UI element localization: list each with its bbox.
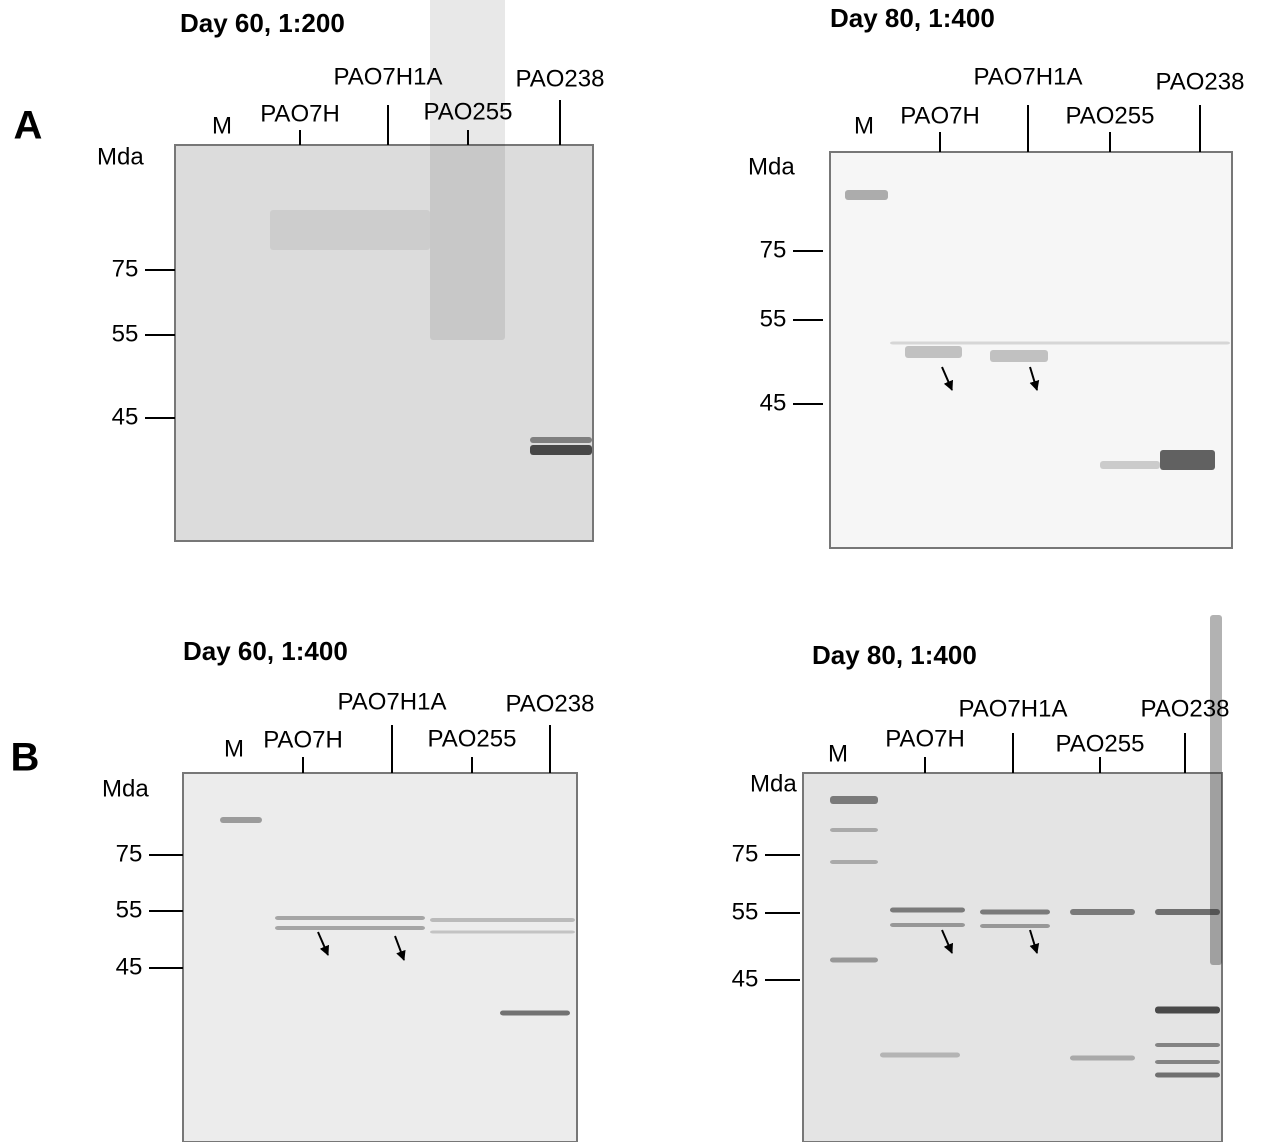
blot-title: Day 60, 1:400 <box>183 636 348 666</box>
marker-label: 45 <box>732 965 759 992</box>
lane-label: M <box>854 112 874 139</box>
band <box>1155 909 1220 915</box>
arrow <box>941 929 953 954</box>
band <box>845 190 888 200</box>
band <box>990 350 1048 362</box>
band <box>830 828 878 832</box>
gel-image <box>182 772 578 1142</box>
gel-image <box>802 772 1223 1142</box>
band <box>530 445 592 455</box>
marker-label: 45 <box>760 389 787 416</box>
band <box>1100 461 1160 469</box>
lane-label: M <box>212 112 232 139</box>
marker-label: 75 <box>112 255 139 282</box>
band <box>1155 1072 1220 1078</box>
band <box>1160 450 1215 470</box>
lane-label: PAO7H <box>263 726 343 753</box>
lane-label: PAO7H1A <box>959 695 1068 722</box>
marker-label: 75 <box>760 236 787 263</box>
blot-title: Day 80, 1:400 <box>830 3 995 33</box>
marker-label: 75 <box>116 840 143 867</box>
band <box>275 926 425 930</box>
arrow <box>394 935 406 961</box>
band <box>430 930 575 934</box>
unit-label: Mda <box>102 775 149 802</box>
marker-label: 45 <box>116 953 143 980</box>
lane-label: PAO255 <box>1066 102 1155 129</box>
arrow <box>317 931 329 956</box>
panel-label: B <box>11 736 40 780</box>
band <box>1155 1060 1220 1064</box>
unit-label: Mda <box>97 143 144 170</box>
marker-label: 55 <box>112 320 139 347</box>
lane-label: PAO255 <box>424 98 513 125</box>
band <box>890 923 965 927</box>
lane-label: PAO7H1A <box>974 63 1083 90</box>
band <box>1155 1043 1220 1047</box>
blot-title: Day 60, 1:200 <box>180 8 345 38</box>
lane-label: PAO238 <box>1156 68 1245 95</box>
band <box>1070 909 1135 915</box>
band <box>830 957 878 963</box>
lane-label: PAO238 <box>506 690 595 717</box>
lane-label: PAO7H1A <box>338 688 447 715</box>
gel-image <box>174 144 594 542</box>
band <box>980 924 1050 928</box>
marker-label: 55 <box>116 896 143 923</box>
lane-label: PAO7H <box>260 100 340 127</box>
band <box>530 437 592 443</box>
band <box>430 918 575 922</box>
lane-label: PAO7H1A <box>334 63 443 90</box>
band <box>270 210 430 250</box>
band <box>275 916 425 920</box>
marker-label: 45 <box>112 403 139 430</box>
band <box>830 796 878 804</box>
panel-label: A <box>14 104 43 148</box>
lane-label: PAO255 <box>1056 730 1145 757</box>
band <box>890 907 965 913</box>
band <box>430 0 505 340</box>
band <box>980 909 1050 915</box>
unit-label: Mda <box>748 153 795 180</box>
lane-label: PAO255 <box>428 725 517 752</box>
lane-label: PAO238 <box>516 65 605 92</box>
unit-label: Mda <box>750 770 797 797</box>
lane-label: PAO238 <box>1141 695 1230 722</box>
marker-label: 75 <box>732 840 759 867</box>
band <box>220 817 262 823</box>
lane-label: PAO7H <box>885 725 965 752</box>
band <box>905 346 962 358</box>
arrow <box>1029 366 1040 391</box>
marker-label: 55 <box>732 898 759 925</box>
arrow <box>1029 929 1040 954</box>
band <box>880 1052 960 1058</box>
blot: Day 80, 1:400 M PAO7H PAO7H1A PAO255 PAO238 Md… <box>732 615 1230 1142</box>
arrow <box>941 366 953 391</box>
band <box>890 341 1230 345</box>
lane-label: PAO7H <box>900 102 980 129</box>
band <box>830 860 878 864</box>
lane-label: M <box>828 740 848 767</box>
band <box>1155 1006 1220 1014</box>
marker-label: 55 <box>760 305 787 332</box>
blot: Day 60, 1:400 M PAO7H PAO7H1A PAO255 PAO238 Md… <box>102 636 594 1142</box>
blot-title: Day 80, 1:400 <box>812 640 977 670</box>
band <box>1070 1055 1135 1061</box>
band <box>500 1010 570 1016</box>
band <box>1210 615 1222 965</box>
gel-image <box>829 151 1233 549</box>
lane-label: M <box>224 735 244 762</box>
